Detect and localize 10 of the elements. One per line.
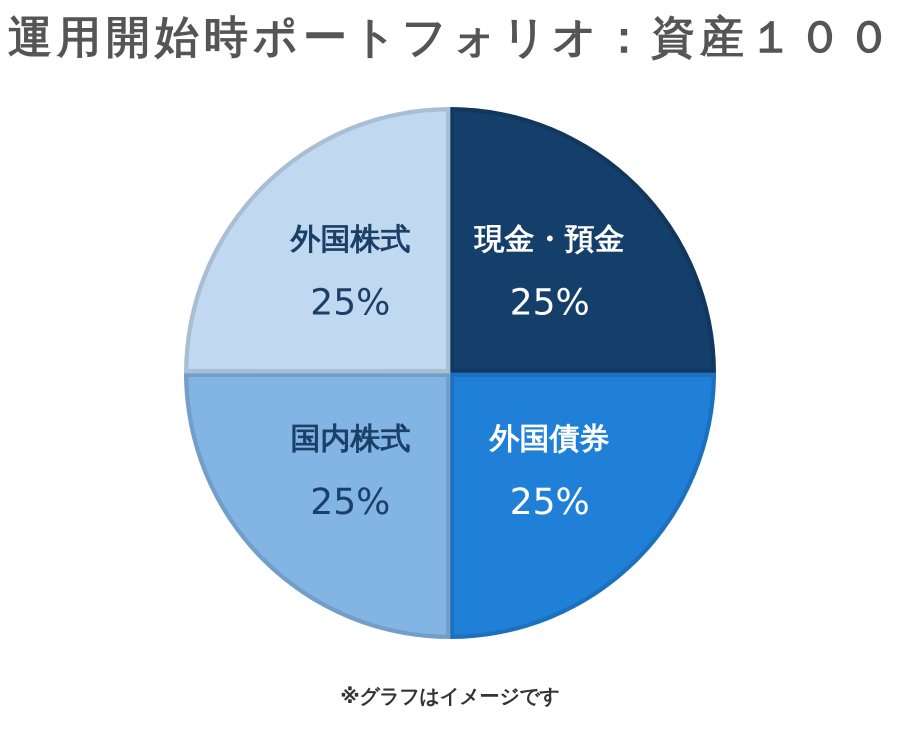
text: ※グラフはイメージです: [339, 683, 561, 710]
slice-label: 外国株式: [289, 222, 410, 258]
slice-label: 国内株式: [290, 421, 410, 456]
chart-title: 運用開始時ポートフォリオ：資産１００: [8, 11, 896, 65]
data-label: 25%: [510, 482, 590, 524]
data-label: 25%: [510, 282, 590, 324]
data-label: 25%: [310, 282, 390, 324]
data-label: 25%: [310, 482, 390, 524]
slice-label: 現金・預金: [474, 222, 625, 258]
slice-label: 外国債券: [488, 421, 610, 456]
